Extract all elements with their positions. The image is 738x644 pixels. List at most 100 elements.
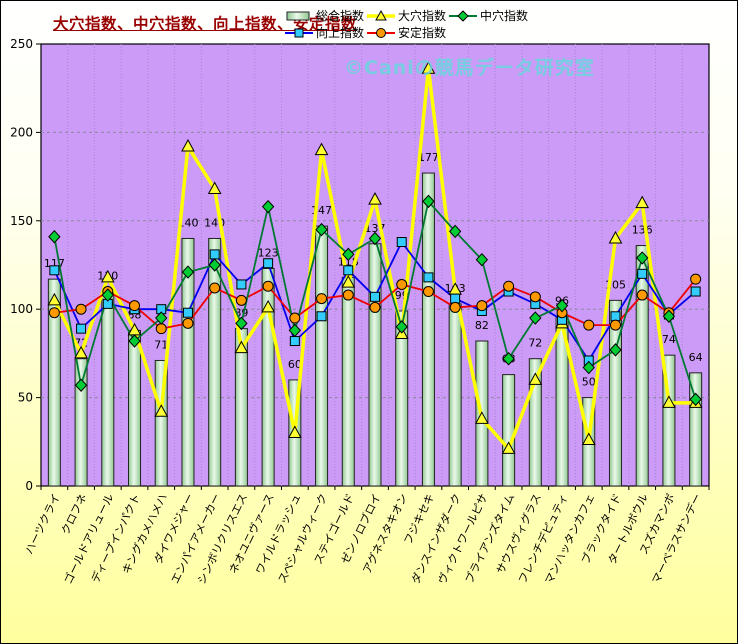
y-axis-tick-label: 250 [10, 37, 33, 51]
bar-14 [421, 172, 435, 487]
bar-17 [502, 374, 516, 487]
marker-triangle-12 [368, 192, 382, 205]
bar-0 [47, 278, 61, 487]
marker-circle-21 [609, 319, 621, 331]
legend-square-glyph [294, 28, 304, 37]
marker-diamond-5 [181, 265, 195, 279]
bar-22 [635, 245, 649, 487]
bar-1 [74, 358, 88, 487]
legend-item-向上指数: 向上指数 [284, 24, 366, 41]
marker-square-24 [690, 286, 701, 297]
marker-square-14 [423, 272, 434, 283]
marker-circle-13 [396, 278, 408, 290]
legend-item-総合指数: 総合指数 [284, 7, 366, 24]
bar-2 [101, 291, 115, 487]
marker-diamond-7 [235, 316, 248, 331]
marker-circle-11 [342, 289, 354, 301]
bar-label-23: 74 [662, 333, 676, 346]
marker-square-5 [182, 307, 193, 318]
marker-diamond-8 [261, 199, 275, 214]
legend-row: 総合指数 大穴指数 中穴指数 [284, 7, 604, 24]
marker-triangle-14 [421, 61, 436, 74]
marker-triangle-8 [261, 299, 275, 313]
bar-12 [368, 243, 382, 487]
marker-circle-14 [422, 286, 434, 298]
marker-circle-17 [503, 280, 515, 292]
y-axis-tick-label: 200 [10, 125, 33, 139]
marker-circle-15 [449, 301, 461, 313]
legend-label: 中穴指数 [480, 9, 529, 23]
bar-label-16: 82 [475, 319, 489, 332]
marker-square-11 [343, 265, 354, 276]
bar-6 [208, 237, 222, 487]
legend-swatch-circle [367, 27, 395, 38]
marker-diamond-24 [689, 392, 702, 407]
marker-triangle-20 [581, 432, 596, 446]
y-axis-tick-label: 50 [18, 391, 33, 405]
marker-triangle-1 [74, 345, 88, 359]
marker-triangle-17 [501, 441, 516, 454]
legend-item-大穴指数: 大穴指数 [366, 7, 448, 24]
marker-square-0 [49, 265, 60, 276]
marker-circle-1 [75, 303, 87, 315]
legend-label: 向上指数 [316, 26, 365, 40]
marker-diamond-22 [636, 251, 649, 265]
marker-diamond-19 [555, 298, 569, 313]
marker-diamond-6 [208, 258, 221, 272]
marker-square-6 [209, 249, 220, 260]
legend-label: 大穴指数 [398, 9, 447, 23]
marker-triangle-18 [528, 372, 543, 385]
bar-24 [689, 372, 703, 487]
marker-diamond-2 [101, 288, 114, 302]
marker-diamond-10 [315, 222, 328, 237]
marker-square-1 [76, 323, 87, 334]
marker-diamond-14 [422, 194, 435, 209]
legend-label: 総合指数 [316, 9, 365, 23]
marker-circle-6 [209, 282, 221, 294]
marker-diamond-12 [368, 231, 382, 246]
legend: 総合指数 大穴指数 中穴指数向上指数 安定指数 [284, 7, 604, 41]
marker-triangle-23 [662, 395, 676, 408]
x-axis-label-0: ハーツクライ [23, 492, 64, 557]
marker-diamond-3 [128, 334, 141, 348]
bar-label-20: 50 [582, 376, 596, 389]
marker-diamond-4 [155, 311, 168, 325]
legend-row: 向上指数 安定指数 [284, 24, 604, 41]
legend-swatch-square [285, 28, 313, 37]
y-axis-tick-label: 0 [25, 479, 33, 493]
marker-square-22 [637, 268, 648, 279]
marker-circle-10 [316, 293, 328, 305]
marker-triangle-10 [314, 142, 329, 156]
marker-diamond-21 [609, 343, 622, 357]
chart-title: 大穴指数、中穴指数、向上指数、安定指数 [53, 15, 358, 33]
bar-label-22: 136 [632, 224, 653, 237]
marker-diamond-23 [662, 309, 676, 324]
marker-diamond-18 [529, 311, 542, 325]
marker-diamond-0 [48, 229, 61, 244]
legend-swatch-diamond [449, 9, 477, 22]
marker-circle-16 [476, 300, 488, 312]
legend-diamond-glyph [457, 9, 469, 22]
marker-square-15 [450, 293, 461, 304]
marker-square-21 [610, 311, 621, 322]
marker-diamond-20 [582, 360, 595, 375]
marker-square-13 [396, 237, 407, 248]
marker-diamond-9 [288, 323, 302, 338]
marker-diamond-17 [502, 351, 515, 366]
legend-bar-glyph [286, 11, 310, 20]
marker-circle-22 [636, 289, 648, 301]
bar-label-5: 140 [177, 216, 198, 229]
marker-circle-5 [182, 317, 194, 329]
marker-triangle-11 [341, 275, 356, 288]
marker-circle-20 [583, 319, 595, 331]
bar-3 [128, 329, 142, 487]
bar-15 [448, 303, 462, 487]
marker-diamond-13 [395, 320, 408, 334]
legend-label: 安定指数 [398, 26, 447, 40]
marker-triangle-16 [475, 411, 489, 424]
legend-circle-glyph [376, 27, 386, 38]
marker-square-10 [316, 311, 327, 322]
marker-circle-24 [690, 273, 702, 285]
bar-label-24: 64 [689, 351, 703, 364]
